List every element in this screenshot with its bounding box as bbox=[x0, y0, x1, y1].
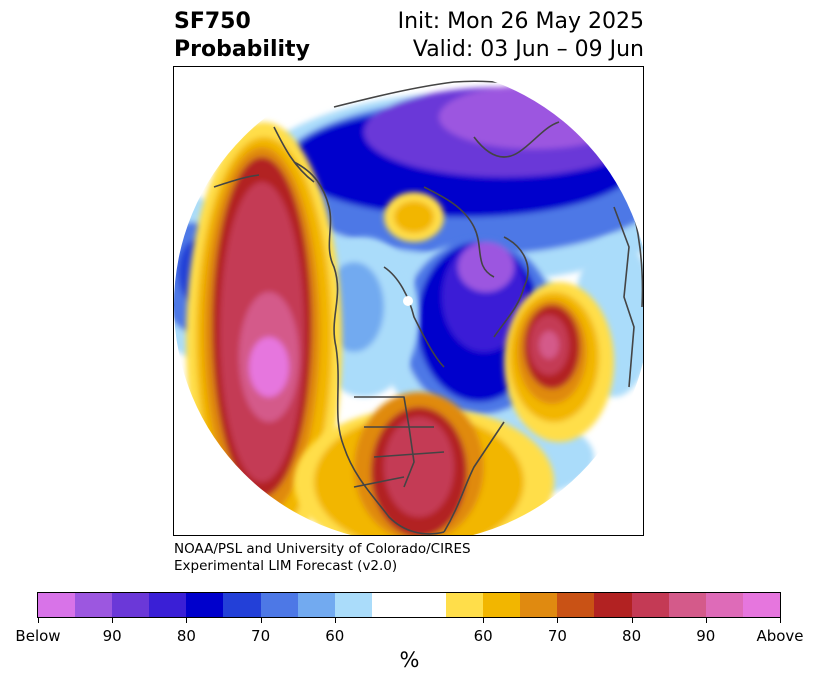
above-normal-hudson bbox=[384, 192, 444, 242]
colorbar-label: 90 bbox=[696, 627, 716, 645]
map-svg bbox=[174, 67, 643, 535]
title-var-line2: Probability bbox=[174, 37, 310, 62]
colorbar-tick bbox=[705, 618, 707, 623]
colorbar-tick bbox=[557, 618, 559, 623]
colorbar-label: 60 bbox=[325, 627, 345, 645]
colorbar-label: 70 bbox=[547, 627, 567, 645]
colorbar-label: Above bbox=[756, 627, 804, 645]
colorbar-tick bbox=[260, 618, 262, 623]
colorbar-label: 90 bbox=[102, 627, 122, 645]
credit-line2: Experimental LIM Forecast (v2.0) bbox=[174, 558, 398, 574]
colorbar-segment bbox=[112, 593, 150, 617]
valid-date: Valid: 03 Jun – 09 Jun bbox=[412, 37, 644, 62]
colorbar-tick bbox=[112, 618, 114, 623]
colorbar-segment bbox=[371, 593, 447, 617]
colorbar-segment bbox=[520, 593, 558, 617]
colorbar-ticks: Below 90 80 70 60 60 70 80 90 Above bbox=[15, 618, 804, 648]
colorbar-label: 60 bbox=[473, 627, 493, 645]
colorbar-tick bbox=[780, 618, 781, 623]
colorbar-label: 80 bbox=[622, 627, 642, 645]
colorbar-unit: % bbox=[399, 648, 420, 672]
colorbar-segment bbox=[446, 593, 484, 617]
title-variable: SF750 Probability bbox=[174, 8, 310, 64]
north-pole-marker bbox=[403, 296, 413, 306]
title-dates: Init: Mon 26 May 2025 Valid: 03 Jun – 09… bbox=[398, 8, 644, 64]
colorbar-segment bbox=[186, 593, 224, 617]
colorbar-segment bbox=[75, 593, 113, 617]
credit: NOAA/PSL and University of Colorado/CIRE… bbox=[174, 541, 471, 575]
colorbar-tick bbox=[38, 618, 39, 623]
colorbar-segment bbox=[742, 593, 780, 617]
colorbar-tick bbox=[483, 618, 485, 623]
colorbar-segment bbox=[223, 593, 261, 617]
colorbar-segment bbox=[594, 593, 632, 617]
colorbar-label: 70 bbox=[251, 627, 271, 645]
colorbar-segment bbox=[557, 593, 595, 617]
colorbar-segment bbox=[668, 593, 706, 617]
colorbar bbox=[37, 592, 781, 618]
credit-line1: NOAA/PSL and University of Colorado/CIRE… bbox=[174, 541, 471, 557]
colorbar-segment bbox=[297, 593, 335, 617]
init-date: Init: Mon 26 May 2025 bbox=[397, 9, 644, 34]
above-normal-atlantic bbox=[504, 282, 614, 442]
colorbar-segment bbox=[705, 593, 743, 617]
coastlines bbox=[213, 80, 643, 535]
above-normal-pacific bbox=[186, 122, 342, 535]
colorbar-segment bbox=[260, 593, 298, 617]
colorbar-segment bbox=[38, 593, 76, 617]
colorbar-segment bbox=[334, 593, 372, 617]
title-var-line1: SF750 bbox=[174, 9, 251, 34]
colorbar-segment bbox=[631, 593, 669, 617]
colorbar-label: Below bbox=[15, 627, 61, 645]
colorbar-segment bbox=[483, 593, 521, 617]
colorbar-segment bbox=[149, 593, 187, 617]
colorbar-tick bbox=[334, 618, 336, 623]
colorbar-tick bbox=[186, 618, 188, 623]
forecast-map bbox=[173, 66, 644, 536]
colorbar-label: 80 bbox=[176, 627, 196, 645]
colorbar-tick bbox=[631, 618, 633, 623]
